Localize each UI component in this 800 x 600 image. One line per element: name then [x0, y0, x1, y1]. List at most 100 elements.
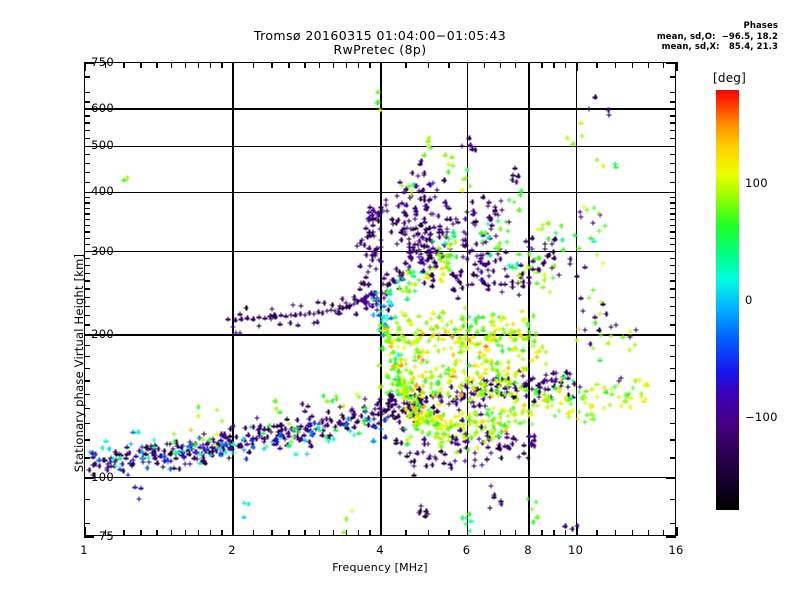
scatter-point	[534, 354, 540, 360]
scatter-point	[209, 448, 215, 454]
scatter-point	[421, 418, 427, 424]
scatter-point	[483, 230, 489, 236]
scatter-point	[468, 390, 474, 396]
scatter-point	[500, 326, 506, 332]
scatter-point	[408, 459, 414, 465]
scatter-point	[426, 252, 432, 258]
axis-tick	[405, 530, 407, 536]
scatter-point	[424, 418, 430, 424]
scatter-point	[416, 349, 422, 355]
scatter-point	[276, 434, 282, 440]
scatter-point	[208, 452, 214, 458]
scatter-point	[179, 452, 185, 458]
scatter-point	[423, 206, 429, 212]
scatter-point	[594, 381, 600, 387]
scatter-point	[280, 434, 286, 440]
scatter-point	[468, 396, 474, 402]
scatter-point	[446, 253, 452, 259]
scatter-point	[414, 339, 420, 344]
scatter-point	[401, 388, 407, 394]
axis-tick	[209, 62, 212, 68]
scatter-point	[512, 395, 518, 401]
scatter-point	[419, 403, 425, 409]
scatter-point	[209, 452, 215, 458]
scatter-point	[395, 363, 401, 369]
scatter-point	[548, 377, 554, 383]
scatter-point	[168, 458, 174, 464]
scatter-point	[506, 219, 512, 225]
scatter-point	[544, 378, 550, 384]
scatter-point	[425, 138, 431, 144]
scatter-point	[550, 370, 556, 376]
scatter-point	[440, 363, 446, 369]
scatter-point	[582, 327, 588, 333]
scatter-point	[176, 450, 182, 456]
scatter-point	[382, 408, 388, 414]
scatter-point	[591, 205, 597, 211]
scatter-point	[582, 400, 588, 406]
scatter-point	[189, 446, 195, 452]
scatter-point	[389, 393, 395, 399]
gridline-vertical	[380, 63, 382, 535]
scatter-point	[433, 263, 439, 269]
scatter-point	[488, 436, 494, 442]
scatter-point	[237, 442, 243, 448]
scatter-point	[501, 368, 507, 374]
axis-tick	[84, 272, 90, 274]
scatter-point	[609, 391, 615, 397]
scatter-point	[449, 154, 455, 160]
x-tick-label: 8	[524, 543, 532, 557]
scatter-point	[412, 408, 418, 414]
scatter-point	[452, 440, 458, 446]
scatter-point	[256, 323, 262, 329]
scatter-point	[192, 442, 198, 448]
scatter-point	[204, 442, 210, 448]
scatter-point	[480, 418, 486, 424]
scatter-point	[516, 454, 522, 460]
scatter-point	[124, 175, 130, 180]
scatter-point	[442, 199, 448, 205]
scatter-point	[448, 420, 454, 426]
axis-tick	[84, 171, 90, 174]
scatter-point	[392, 314, 398, 320]
scatter-point	[491, 429, 497, 435]
scatter-point	[398, 356, 404, 362]
scatter-point	[440, 336, 446, 342]
colorbar	[716, 90, 739, 510]
scatter-point	[313, 426, 319, 432]
scatter-point	[561, 374, 567, 380]
scatter-point	[361, 299, 367, 305]
scatter-point	[416, 373, 422, 379]
axis-tick	[84, 296, 90, 299]
scatter-point	[535, 266, 541, 272]
scatter-point	[518, 262, 524, 268]
scatter-point	[330, 436, 336, 442]
scatter-point	[407, 368, 413, 374]
scatter-point	[173, 455, 179, 461]
scatter-point	[392, 361, 398, 367]
scatter-point	[502, 375, 508, 381]
scatter-point	[470, 377, 476, 383]
scatter-point	[140, 459, 146, 465]
axis-tick	[666, 334, 676, 336]
scatter-point	[386, 281, 392, 287]
scatter-point	[410, 404, 416, 410]
scatter-point	[504, 444, 510, 450]
scatter-point	[152, 455, 158, 461]
axis-tick	[670, 422, 676, 425]
axis-tick	[84, 76, 90, 78]
scatter-point	[437, 414, 443, 420]
scatter-point	[441, 346, 447, 352]
scatter-point	[304, 451, 310, 457]
scatter-point	[348, 408, 354, 414]
scatter-point	[459, 316, 465, 322]
axis-tick	[84, 393, 90, 395]
scatter-point	[437, 441, 443, 447]
scatter-point	[552, 236, 558, 242]
scatter-point	[213, 448, 219, 454]
scatter-point	[457, 448, 463, 454]
scatter-point	[192, 441, 198, 447]
scatter-point	[237, 311, 243, 317]
scatter-point	[426, 430, 432, 436]
y-tick-label: 75	[99, 529, 114, 543]
